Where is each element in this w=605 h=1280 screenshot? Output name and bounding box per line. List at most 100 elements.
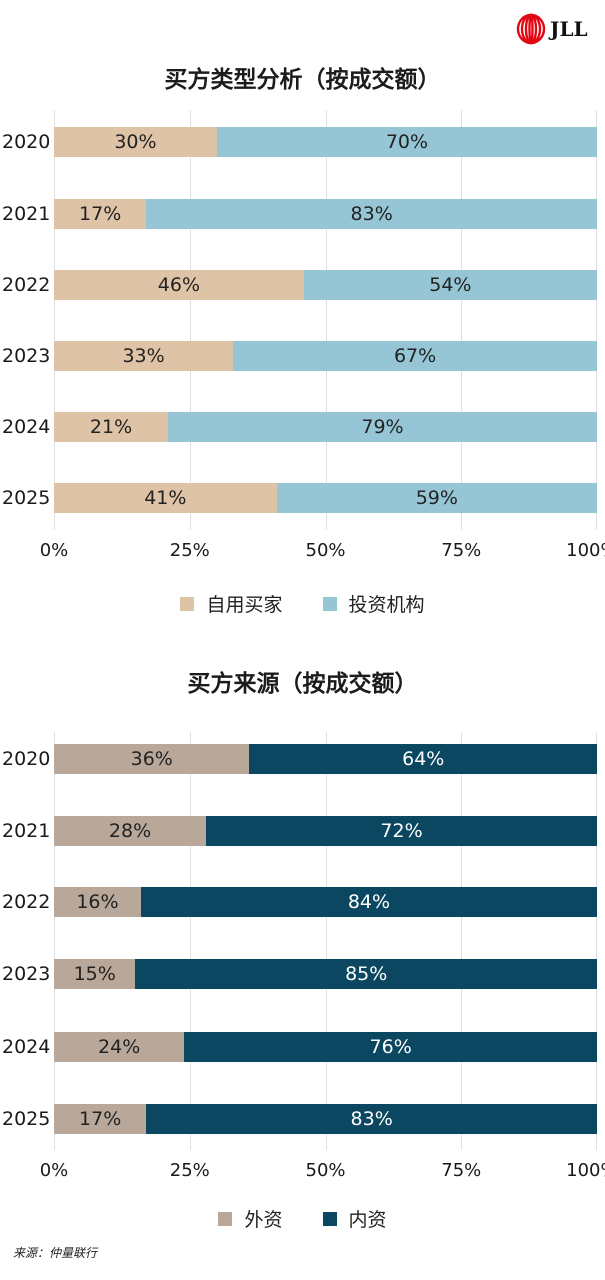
legend-swatch <box>322 1211 337 1226</box>
x-tick-label: 100% <box>566 1160 605 1181</box>
bar-segment-1: 24% <box>54 1032 185 1062</box>
legend-item-investor: 投资机构 <box>322 590 425 617</box>
jll-logo: JLL <box>516 12 588 46</box>
gridline <box>596 110 597 530</box>
gridline <box>189 732 191 1150</box>
legend: 外资 内资 <box>0 1205 605 1232</box>
stacked-bar: 46% 54% <box>54 270 597 300</box>
bar-row: 2025 17% 83% <box>2 1104 597 1134</box>
legend-item-foreign: 外资 <box>218 1205 283 1232</box>
year-label: 2021 <box>2 203 51 225</box>
bar-segment-2: 67% <box>233 341 597 371</box>
bar-segment-1: 30% <box>54 127 217 157</box>
x-tick-label: 100% <box>566 540 605 561</box>
stacked-bar: 41% 59% <box>54 483 597 513</box>
plot-area: 2020 36% 64% 2021 28% 72% 2022 16% 84% 2023 15% 85%… <box>2 732 597 1150</box>
source-note: 来源：仲量联行 <box>13 1246 98 1260</box>
x-tick-label: 75% <box>441 540 482 561</box>
year-label: 2024 <box>2 1036 51 1058</box>
year-label: 2022 <box>2 274 51 296</box>
stacked-bar: 24% 76% <box>54 1032 597 1062</box>
bar-row: 2022 16% 84% <box>2 887 597 917</box>
bar-segment-1: 33% <box>54 341 234 371</box>
bar-segment-2: 54% <box>303 270 597 300</box>
bar-segment-2: 83% <box>146 199 597 229</box>
bar-segment-1: 36% <box>54 744 250 774</box>
bar-segment-2: 72% <box>206 816 597 846</box>
year-label: 2020 <box>2 131 51 153</box>
year-label: 2022 <box>2 891 51 913</box>
stacked-bar: 30% 70% <box>54 127 597 157</box>
bar-segment-2: 76% <box>184 1032 597 1062</box>
legend-item-domestic: 内资 <box>322 1205 387 1232</box>
bar-row: 2022 46% 54% <box>2 270 597 300</box>
bar-segment-1: 17% <box>54 199 147 229</box>
bar-segment-2: 85% <box>135 959 597 989</box>
stacked-bar: 15% 85% <box>54 959 597 989</box>
year-label: 2024 <box>2 416 51 438</box>
legend-label: 内资 <box>348 1209 387 1231</box>
gridline <box>596 732 597 1150</box>
x-tick-label: 75% <box>441 1160 482 1181</box>
bar-segment-2: 83% <box>146 1104 597 1134</box>
legend-label: 自用买家 <box>206 594 283 616</box>
x-tick-label: 0% <box>39 540 69 561</box>
bar-row: 2024 24% 76% <box>2 1032 597 1062</box>
x-tick-label: 25% <box>169 1160 210 1181</box>
bar-segment-1: 41% <box>54 483 277 513</box>
x-axis: 0% 25% 50% 75% 100% <box>40 540 605 564</box>
stacked-bar: 17% 83% <box>54 199 597 229</box>
gridline <box>461 732 463 1150</box>
bar-segment-1: 46% <box>54 270 304 300</box>
bar-segment-2: 64% <box>249 744 597 774</box>
year-label: 2023 <box>2 963 51 985</box>
x-axis: 0% 25% 50% 75% 100% <box>40 1160 605 1184</box>
stacked-bar: 16% 84% <box>54 887 597 917</box>
bar-segment-1: 15% <box>54 959 136 989</box>
stacked-bar: 36% 64% <box>54 744 597 774</box>
legend-swatch <box>218 1211 233 1226</box>
bar-row: 2025 41% 59% <box>2 483 597 513</box>
x-tick-label: 50% <box>305 540 346 561</box>
plot-area: 2020 30% 70% 2021 17% 83% 2022 46% 54% 2023 33% 67%… <box>2 110 597 530</box>
gridline <box>54 732 55 1150</box>
stacked-bar: 17% 83% <box>54 1104 597 1134</box>
gridline <box>54 110 55 530</box>
bar-row: 2020 36% 64% <box>2 744 597 774</box>
bar-row: 2024 21% 79% <box>2 412 597 442</box>
bar-segment-2: 59% <box>276 483 597 513</box>
x-tick-label: 50% <box>305 1160 346 1181</box>
gridline <box>325 110 327 530</box>
legend-label: 外资 <box>244 1209 283 1231</box>
bar-segment-1: 16% <box>54 887 141 917</box>
bar-segment-1: 28% <box>54 816 207 846</box>
x-tick-label: 25% <box>169 540 210 561</box>
bar-segment-2: 84% <box>140 887 597 917</box>
year-label: 2025 <box>2 1108 51 1130</box>
gridline <box>461 110 463 530</box>
x-tick-label: 0% <box>39 1160 69 1181</box>
bar-segment-1: 21% <box>54 412 169 442</box>
legend-swatch <box>180 596 195 611</box>
year-label: 2021 <box>2 820 51 842</box>
bar-row: 2020 30% 70% <box>2 127 597 157</box>
bar-row: 2023 15% 85% <box>2 959 597 989</box>
jll-logo-text: JLL <box>550 17 588 41</box>
legend: 自用买家 投资机构 <box>0 590 605 617</box>
bar-segment-1: 17% <box>54 1104 147 1134</box>
gridline <box>189 110 191 530</box>
chart-title: 买方类型分析（按成交额） <box>164 67 441 93</box>
jll-logo-icon <box>516 13 546 45</box>
legend-item-owner-occupier: 自用买家 <box>180 590 283 617</box>
bar-row: 2021 28% 72% <box>2 816 597 846</box>
legend-swatch <box>322 596 337 611</box>
year-label: 2025 <box>2 487 51 509</box>
stacked-bar: 28% 72% <box>54 816 597 846</box>
bar-segment-2: 79% <box>168 412 597 442</box>
bar-row: 2021 17% 83% <box>2 199 597 229</box>
chart-title: 买方来源（按成交额） <box>187 671 418 697</box>
gridline <box>325 732 327 1150</box>
year-label: 2023 <box>2 345 51 367</box>
year-label: 2020 <box>2 748 51 770</box>
bar-segment-2: 70% <box>216 127 597 157</box>
